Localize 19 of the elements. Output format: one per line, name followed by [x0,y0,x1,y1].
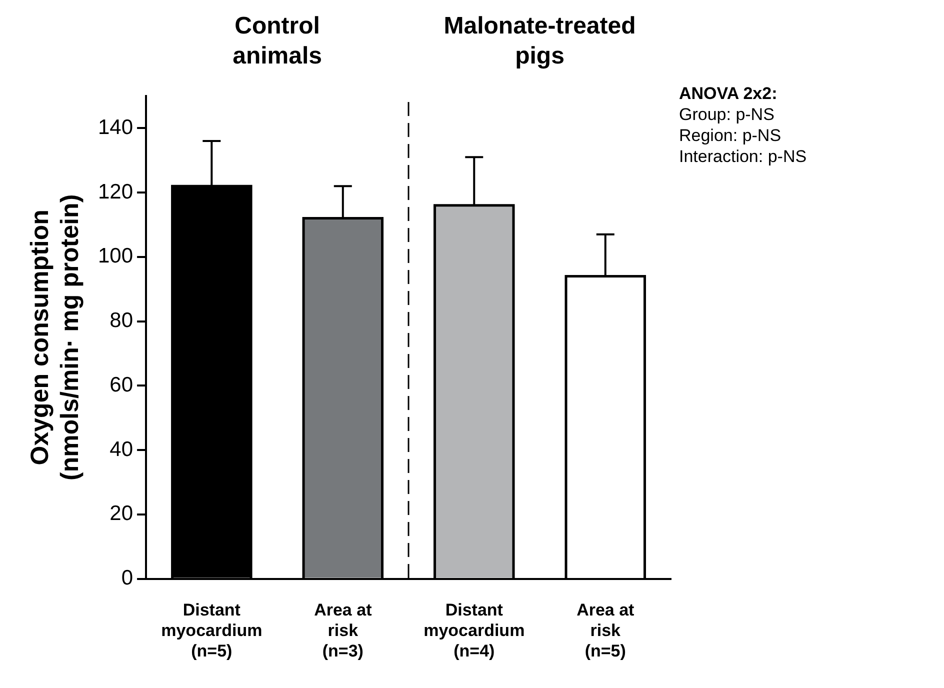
text: Control animals [232,12,322,70]
y-tick-label: 20 [110,502,134,526]
y-tick-label: 100 [98,244,134,268]
x-tick-label: Distant myocardium (n=5) [161,600,262,660]
text: Region: p-NS [679,126,782,146]
y-tick-label: 0 [121,566,134,590]
x-tick-label: Area at risk (n=3) [314,600,372,660]
y-axis-title: Oxygen consumption (nmols/min· mg protein) [26,194,84,480]
y-tick-label: 140 [98,116,134,139]
y-tick-label: 120 [98,180,134,204]
text: ANOVA 2x2: [679,84,778,104]
y-tick-label: 40 [110,438,134,461]
text: Group: p-NS [679,105,774,124]
x-tick-label: Area at risk (n=5) [576,600,635,660]
y-tick-label: 80 [110,309,134,332]
x-tick-label: Distant myocardium (n=4) [424,600,525,660]
text: Interaction: p-NS [679,147,807,166]
text: Malonate-treated pigs [444,12,636,70]
y-tick-label: 60 [110,373,134,396]
